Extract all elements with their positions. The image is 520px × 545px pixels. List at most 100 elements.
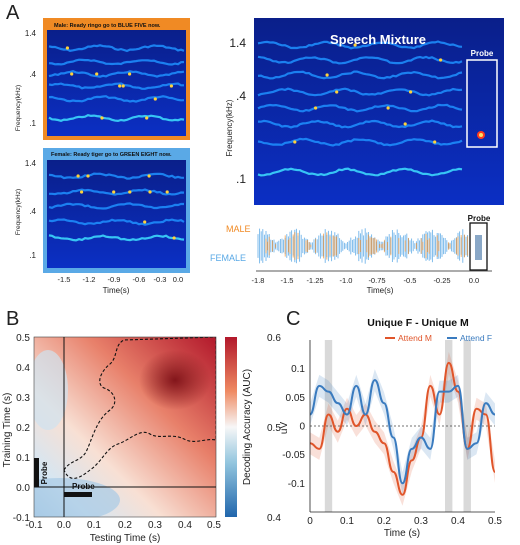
wave-xtick: -0.5 xyxy=(404,276,417,285)
male-band-hotspot xyxy=(145,116,149,120)
b-x-ticks: -0.1 0.0 0.1 0.2 0.3 0.4 0.5 xyxy=(25,520,221,531)
wave-xtick: -1.5 xyxy=(281,276,294,285)
probe-bar-y xyxy=(34,458,39,487)
c-y-ticks: 0.1 0.05 0 -0.05 -0.1 xyxy=(282,364,305,490)
colorbar xyxy=(225,337,237,517)
female-ytick: 1.4 xyxy=(25,159,37,168)
wave-probe-label: Probe xyxy=(468,214,491,223)
female-band-hotspot xyxy=(80,190,84,194)
mixture-band xyxy=(257,167,463,177)
c-highlight-span xyxy=(324,340,333,512)
female-band xyxy=(48,202,184,210)
probe-label-y: Probe xyxy=(40,461,49,484)
mixture-band xyxy=(257,87,463,97)
c-xtick: 0.3 xyxy=(414,516,428,527)
cbar-tick: 0.6 xyxy=(267,333,281,344)
mixture-band-hotspot xyxy=(335,90,339,94)
probe-bar-x xyxy=(64,492,92,497)
b-ytick: 0.5 xyxy=(16,333,30,344)
b-ytick: 0.4 xyxy=(16,363,30,374)
male-band xyxy=(48,70,185,78)
c-error-bands xyxy=(310,351,495,506)
small-xtick: -1.2 xyxy=(83,275,96,284)
c-xtick: 0.1 xyxy=(340,516,354,527)
probe-label-x: Probe xyxy=(72,482,95,491)
mixture-band xyxy=(257,70,463,80)
b-xtick: 0.1 xyxy=(87,520,101,531)
female-band xyxy=(48,172,185,180)
waveform xyxy=(257,228,469,264)
wave-x-ticks: -1.8 -1.5 -1.25 -1.0 -0.75 -0.5 -0.25 0.… xyxy=(252,276,480,285)
male-band-hotspot xyxy=(169,84,173,88)
male-band-hotspot xyxy=(121,84,125,88)
male-band xyxy=(48,58,185,66)
c-xtick: 0.2 xyxy=(377,516,391,527)
panel-letter-c: C xyxy=(286,308,301,330)
c-ytick: 0.1 xyxy=(291,364,305,375)
mixture-band-hotspot xyxy=(293,140,297,144)
male-band xyxy=(48,44,185,53)
c-title: Unique F - Unique M xyxy=(367,317,469,329)
wave-xtick: -0.25 xyxy=(433,276,450,285)
female-ylabel: Frequency(kHz) xyxy=(15,189,22,235)
wave-label-female: FEMALE xyxy=(210,253,246,263)
mixture-title: Speech Mixture xyxy=(330,32,426,47)
mix-ylabel: Frequency(kHz) xyxy=(225,99,234,156)
mixture-band xyxy=(257,119,463,129)
wave-xtick: -0.75 xyxy=(368,276,385,285)
wave-xlabel: Time(s) xyxy=(367,286,394,295)
mixture-band-hotspot xyxy=(403,122,407,126)
small-xtick: -1.5 xyxy=(58,275,71,284)
heatmap-low xyxy=(34,350,68,430)
female-band-hotspot xyxy=(143,220,147,224)
mix-ytick: .1 xyxy=(236,172,246,186)
male-band xyxy=(48,114,185,123)
significance-contour xyxy=(63,337,216,479)
c-series-lines xyxy=(310,361,495,496)
cbar-tick: 0.5 xyxy=(267,423,281,434)
wave-xtick: -1.0 xyxy=(340,276,353,285)
wave-xtick: -1.8 xyxy=(252,276,265,285)
small-xtick: -0.9 xyxy=(108,275,121,284)
male-band xyxy=(48,82,184,90)
b-ytick: 0.2 xyxy=(16,423,30,434)
heatmap-peak xyxy=(139,350,211,410)
small-xtick: -0.3 xyxy=(154,275,167,284)
mixture-band-hotspot xyxy=(353,43,357,47)
c-error-band xyxy=(310,369,495,495)
c-ytick: 0 xyxy=(299,422,305,433)
small-xlabel: Time(s) xyxy=(103,286,130,295)
legend-label-attend-m: Attend M xyxy=(398,333,432,343)
mixture-band-hotspot xyxy=(386,106,390,110)
mixture-band-hotspot xyxy=(325,73,329,77)
mixture-band-hotspot xyxy=(409,90,413,94)
wave-probe-box xyxy=(469,222,488,271)
b-ytick: 0.1 xyxy=(16,453,30,464)
b-xtick: 0.2 xyxy=(118,520,132,531)
cbar-tick: 0.4 xyxy=(267,513,281,524)
b-ytick: -0.1 xyxy=(13,513,31,524)
female-ytick: .4 xyxy=(29,207,36,216)
b-xtick: 0.4 xyxy=(178,520,192,531)
probe-hotspot-core xyxy=(479,133,483,137)
male-band xyxy=(48,95,185,103)
panel-letter-a: A xyxy=(6,2,20,24)
c-xlabel: Time (s) xyxy=(384,528,420,539)
mixture-band-hotspot xyxy=(433,140,437,144)
male-ytick: .4 xyxy=(29,70,36,79)
female-band xyxy=(48,234,185,242)
probe-label: Probe xyxy=(471,49,494,58)
wave-label-male: MALE xyxy=(226,224,251,234)
male-ytick: 1.4 xyxy=(25,29,37,38)
b-xlabel: Testing Time (s) xyxy=(90,533,161,544)
b-xtick: 0.5 xyxy=(207,520,221,531)
b-ylabel: Training Time (s) xyxy=(2,393,13,468)
female-band-hotspot xyxy=(128,190,132,194)
b-xtick: 0.0 xyxy=(57,520,71,531)
female-band-hotspot xyxy=(112,190,116,194)
male-band-hotspot xyxy=(95,72,99,76)
male-band-hotspot xyxy=(70,72,74,76)
mixture-band xyxy=(257,40,463,50)
c-highlight-span xyxy=(445,340,453,512)
colorbar-label: Decoding Accuracy (AUC) xyxy=(242,369,253,485)
